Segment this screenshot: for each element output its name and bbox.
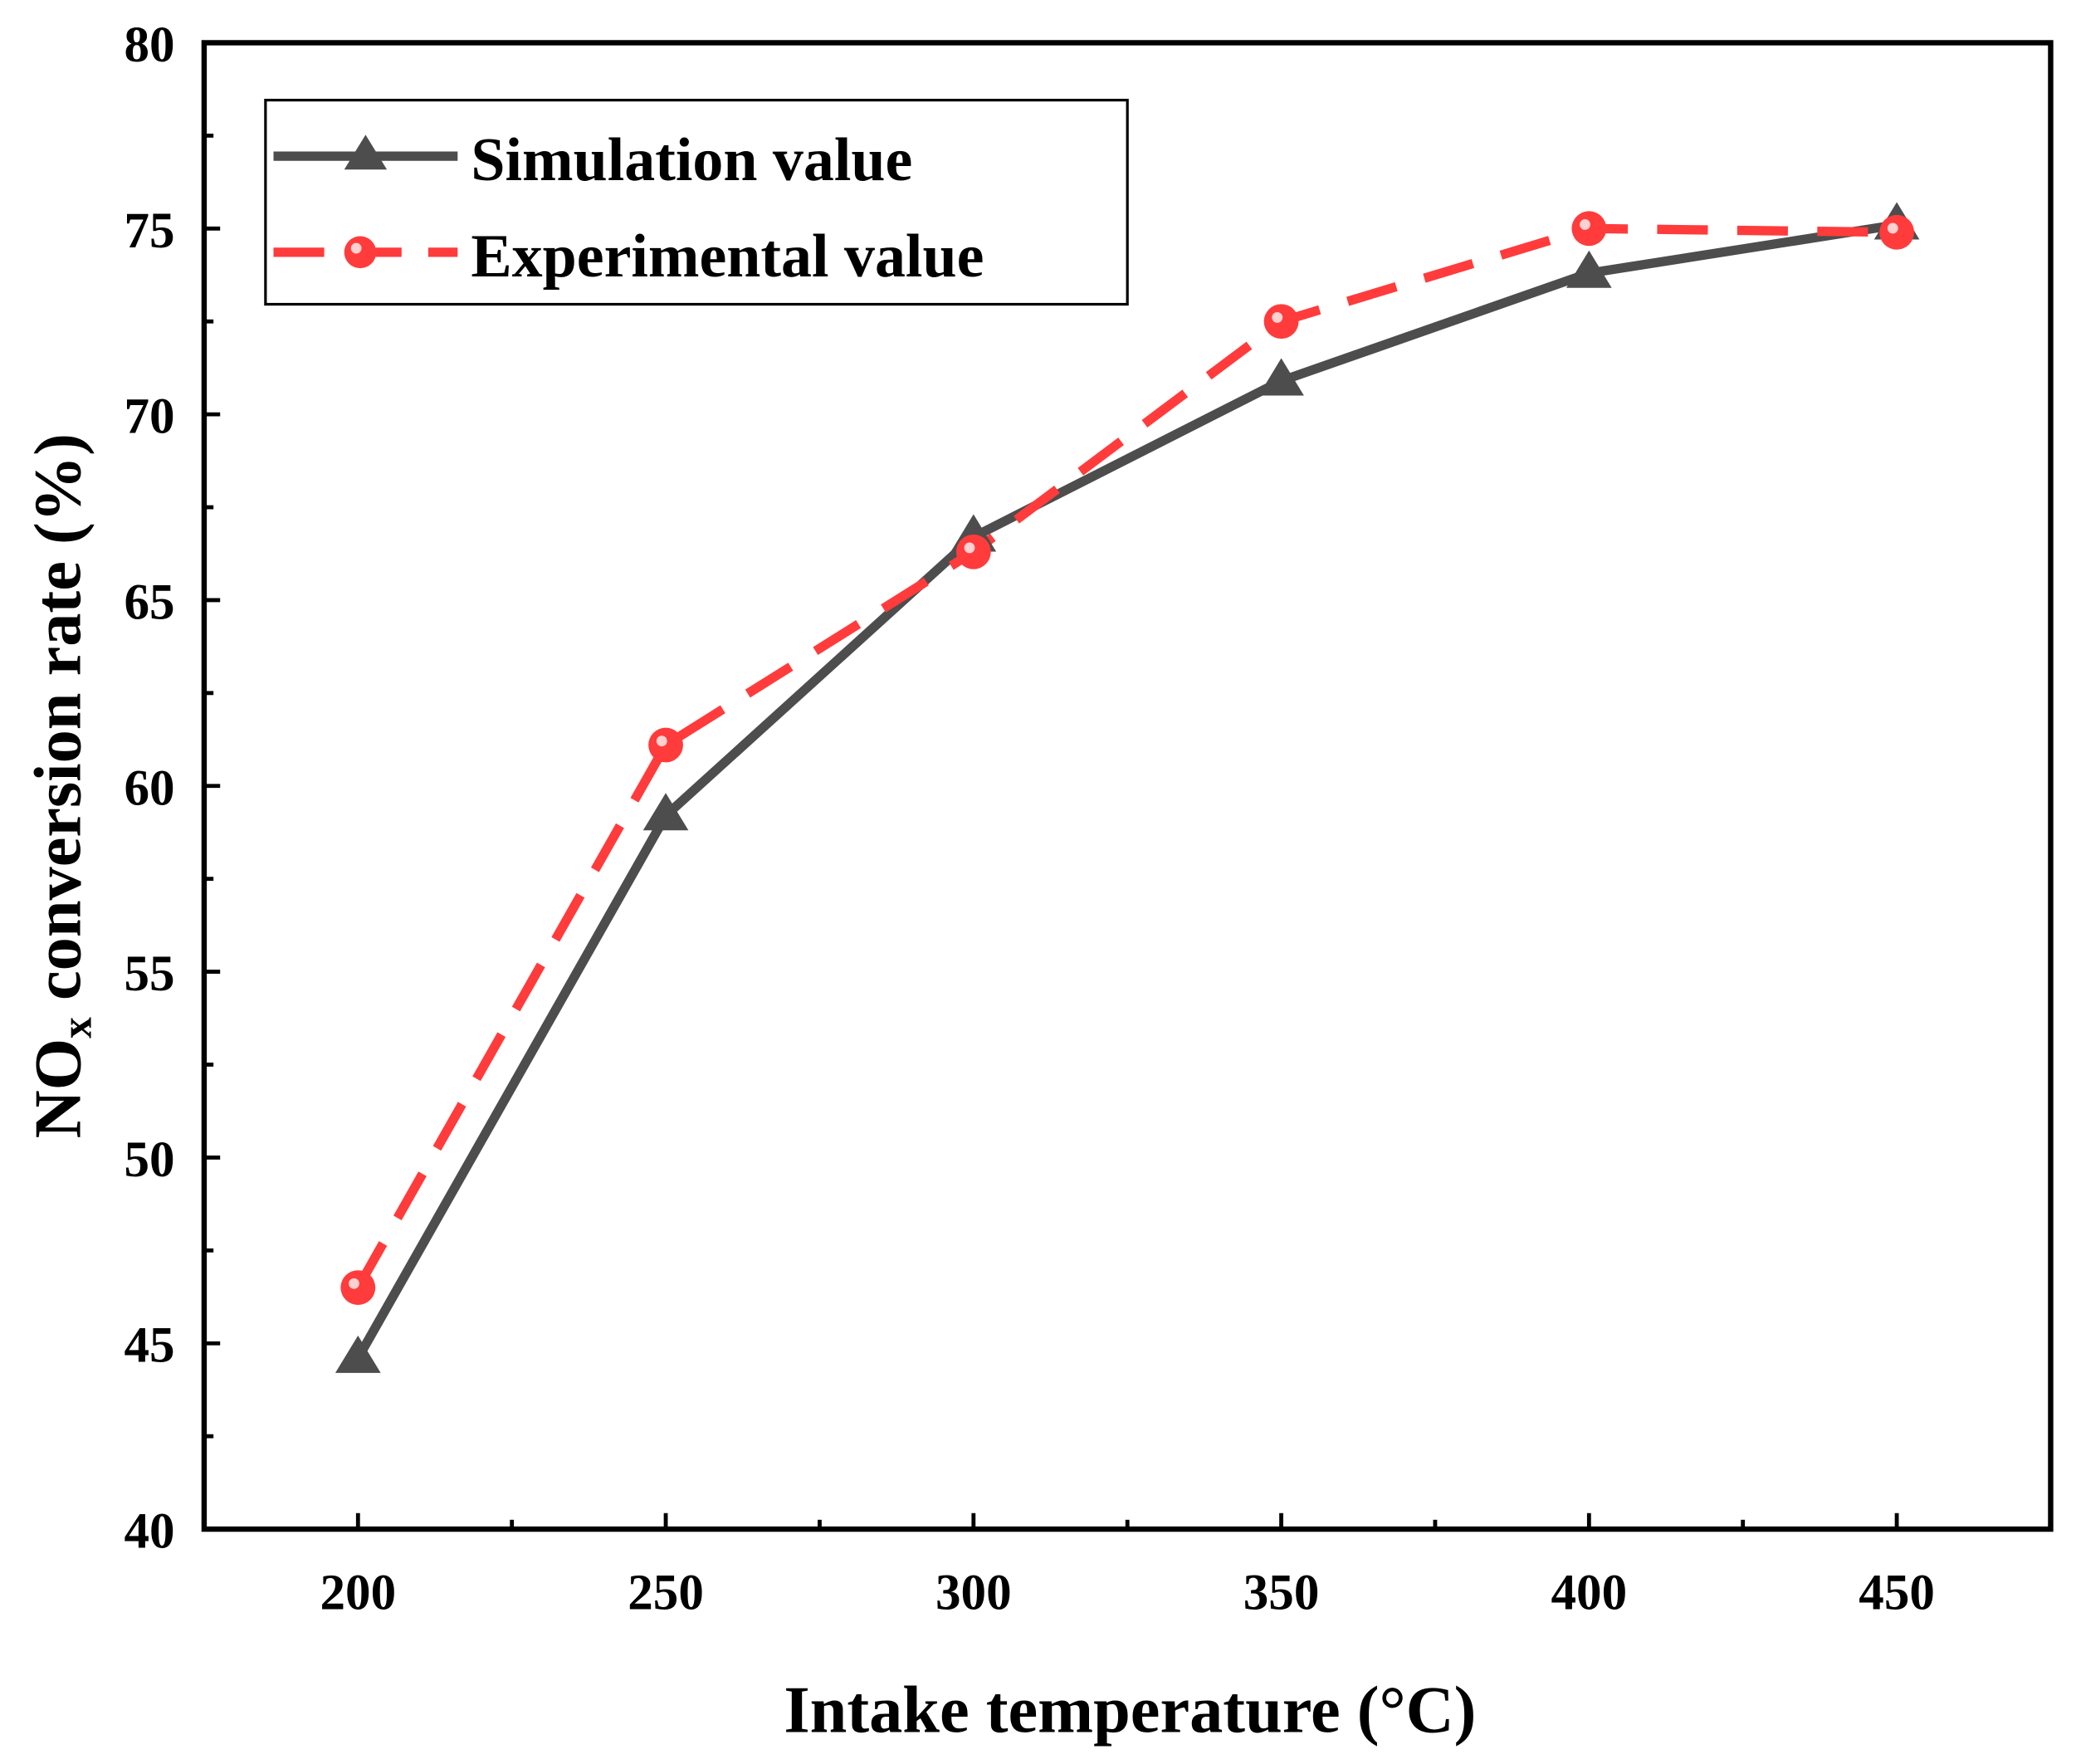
- x-tick-label: 450: [1859, 1565, 1935, 1620]
- y-tick-label: 55: [124, 946, 174, 1002]
- experimental-point-circle: [340, 1270, 376, 1305]
- x-tick-label: 400: [1551, 1565, 1628, 1620]
- x-tick-label: 350: [1243, 1565, 1320, 1620]
- y-tick-label: 65: [124, 574, 174, 630]
- simulation-point-triangle: [1258, 358, 1304, 396]
- experimental-point-highlight: [964, 542, 975, 554]
- experimental-point-highlight: [1272, 311, 1283, 323]
- legend-label-experimental: Experimental value: [471, 222, 984, 290]
- experimental-point-circle: [955, 534, 991, 569]
- x-axis-label: Intake temperature (°C): [784, 1673, 1476, 1747]
- experimental-point-highlight: [1887, 222, 1898, 234]
- simulation-point-triangle: [335, 1335, 381, 1373]
- x-tick-label: 200: [320, 1565, 397, 1620]
- experimental-point-circle: [648, 727, 683, 763]
- legend-sim-triangle-icon: [344, 134, 388, 170]
- legend: Simulation value Experimental value: [264, 98, 1129, 306]
- y-axis-label-sub: x: [53, 1017, 100, 1038]
- simulation-point-triangle: [1566, 250, 1612, 288]
- legend-exp-circle-highlight: [350, 242, 362, 254]
- y-tick-label: 45: [124, 1318, 174, 1374]
- series-line-1: [354, 223, 1898, 1290]
- x-tick-label: 250: [628, 1565, 704, 1620]
- legend-exp-circle-icon: [344, 236, 377, 269]
- y-tick-label: 75: [124, 203, 174, 259]
- y-tick-label: 70: [124, 389, 174, 445]
- experimental-point-circle: [1879, 214, 1914, 250]
- y-tick-label: 40: [124, 1504, 174, 1560]
- legend-label-simulation: Simulation value: [471, 125, 912, 193]
- simulation-point-triangle: [642, 793, 689, 831]
- y-tick-label: 80: [124, 17, 174, 73]
- experimental-point-circle: [1571, 211, 1607, 247]
- y-axis-label-main: NO: [21, 1038, 95, 1139]
- experimental-point-highlight: [1580, 219, 1590, 230]
- plot-frame: [201, 40, 2054, 1532]
- experimental-point-highlight: [656, 735, 667, 747]
- experimental-point-highlight: [349, 1278, 359, 1289]
- y-axis-label-rest: conversion rate (%): [21, 433, 95, 1017]
- x-tick-label: 300: [935, 1565, 1012, 1620]
- y-tick-label: 50: [124, 1132, 174, 1188]
- experimental-point-circle: [1263, 304, 1299, 340]
- legend-box: [264, 98, 1129, 306]
- y-axis-label: NOx conversion rate (%): [21, 433, 100, 1138]
- series-line-0: [354, 220, 1898, 1361]
- y-tick-label: 60: [124, 760, 174, 816]
